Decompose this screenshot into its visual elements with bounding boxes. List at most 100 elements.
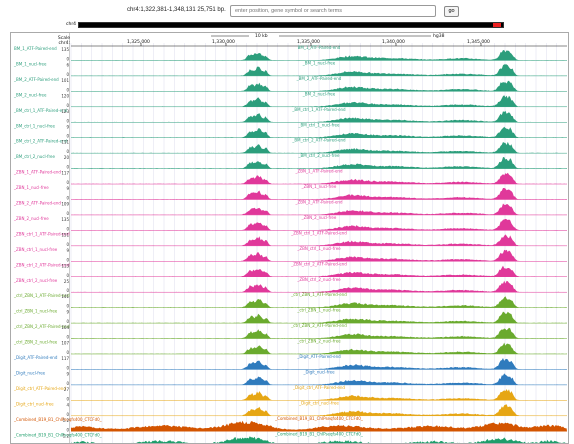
track-1[interactable]: _BM_1_nucl-free _BM_1_nucl-free 6 0	[13, 60, 567, 77]
track-19[interactable]: _ctrl_ZBN_2_nucl-free _ctrl_ZBN_2_nucl-fr…	[13, 339, 567, 355]
track-label: _Combined_B19_B1_ChIPseqfs400_CTCFd0_	[13, 432, 103, 437]
ruler-scale-bar-text: 10 kb	[255, 33, 268, 39]
track-9[interactable]: _ZBN_1_nucl-free _ZBN_1_nucl-free 9 0	[13, 184, 567, 201]
ruler-scale-label: Scale	[58, 35, 70, 41]
track-ymax: 135	[61, 217, 69, 222]
track-label: _ZBN_1_nucl-free	[13, 185, 49, 190]
track-ymax: 9	[66, 371, 69, 376]
track-0[interactable]: BM_1_ATF-Paired-end BM_1_ATF-Paired-end 13…	[14, 45, 567, 61]
track-ymax: 141	[61, 294, 69, 299]
track-label: _Digit_ATF-Paired-end	[13, 355, 58, 360]
track-ymin: 0	[66, 257, 69, 262]
track-ymin: 0	[66, 226, 69, 231]
track-14[interactable]: _ZBN_ctrl_2_ATF-Paired-end _ZBN_ctrl_2_AT…	[13, 261, 567, 278]
ruler-tick-label: 1,325,000	[127, 39, 150, 45]
track-21[interactable]: _Digit_nucl-free _Digit_nucl-free 9 0	[13, 369, 567, 386]
track-label: _ZBN_ctrl_2_nucl-free	[13, 278, 58, 283]
track-18[interactable]: _ctrl_ZBN_2_ATF-Paired-end _ctrl_ZBN_2_AT…	[13, 323, 567, 340]
track-ymin: 0	[66, 288, 69, 293]
track-ymax: 101	[61, 78, 69, 83]
track-8[interactable]: _ZBN_1_ATF-Paired-end _ZBN_1_ATF-Paired-e…	[13, 169, 567, 185]
track-23[interactable]: _Digit_ctrl_nucl-free _Digit_ctrl_nucl-fr…	[13, 400, 567, 417]
track-ymax: 20	[64, 155, 70, 160]
track-label: _BM_1_nucl-free	[13, 61, 47, 66]
track-label: _BM_ctrl_2_ATF-Paired-end	[13, 139, 68, 144]
track-label: _BM_ctrl_1_ATF-Paired-end	[13, 108, 68, 113]
track-center-label: _Digit_nucl-free	[302, 369, 335, 374]
track-label-column	[11, 33, 70, 443]
track-label: _BM_2_nucl-free	[13, 92, 47, 97]
track-center-label: _ctrl_ZBN_2_ATF-Paired-end	[290, 323, 347, 328]
track-label: _ZBN_ctrl_1_ATF-Paired-end	[13, 231, 70, 236]
track-13[interactable]: _ZBN_ctrl_1_nucl-free _ZBN_ctrl_1_nucl-fr…	[13, 246, 567, 262]
track-ymin: 0	[66, 304, 69, 309]
chromosome-ideogram[interactable]: chr4 p16.3p16.1p15.33p15.31p15.2p15.1p14…	[66, 21, 518, 30]
track-label: _ctrl_ZBN_2_ATF-Paired-end	[13, 324, 70, 329]
track-ymax: 6	[66, 62, 69, 67]
track-ymin: 0	[66, 180, 69, 185]
track-15[interactable]: _ZBN_ctrl_2_nucl-free _ZBN_ctrl_2_nucl-fr…	[13, 277, 567, 293]
track-25[interactable]: _Combined_B19_B1_ChIPseqfs400_CTCFd0_ _Co…	[13, 431, 567, 444]
track-center-label: _ZBN_ctrl_2_ATF-Paired-end	[290, 261, 347, 266]
track-5[interactable]: _BM_ctrl_1_nucl-free _BM_ctrl_1_nucl-free…	[13, 122, 567, 139]
track-ymax: 1.2	[63, 433, 70, 438]
track-ymin: 0	[66, 72, 69, 77]
track-label: BM_1_ATF-Paired-end	[14, 46, 57, 51]
track-24[interactable]: _Combined_B19_B1_ChIPseqfs400_CTCFd0_ _Co…	[13, 416, 567, 432]
track-3[interactable]: _BM_2_nucl-free _BM_2_nucl-free 120 0	[13, 91, 567, 108]
track-ymin: 0	[66, 427, 69, 432]
track-ymax: 109	[61, 202, 69, 207]
track-16[interactable]: _ctrl_ZBN_1_ATF-Paired-end _ctrl_ZBN_1_AT…	[13, 292, 567, 309]
track-4[interactable]: _BM_ctrl_1_ATF-Paired-end _BM_ctrl_1_ATF-…	[13, 107, 567, 123]
track-ymin: 0	[66, 211, 69, 216]
track-ymin: 0	[66, 118, 69, 123]
track-label: _ZBN_1_ATF-Paired-end	[13, 170, 61, 175]
track-center-label: _ZBN_ctrl_1_ATF-Paired-end	[290, 230, 347, 235]
track-label: _BM_ctrl_1_nucl-free	[13, 123, 56, 128]
track-ymax: 135	[61, 47, 69, 52]
track-12[interactable]: _ZBN_ctrl_1_ATF-Paired-end _ZBN_ctrl_1_AT…	[13, 230, 567, 247]
track-center-label: _ctrl_ZBN_1_ATF-Paired-end	[290, 292, 347, 297]
ruler-tick-label: 1,330,000	[212, 39, 235, 45]
ruler-tick-label: 1,335,000	[297, 39, 320, 45]
track-label: _ZBN_2_nucl-free	[13, 216, 49, 221]
track-ymin: 0	[66, 396, 69, 401]
track-ymin: 0	[66, 242, 69, 247]
ideogram-chrom-label: chr4	[66, 22, 77, 27]
track-ymax: 4	[66, 402, 69, 407]
track-ymax: 9	[66, 248, 69, 253]
track-ymin: 0	[66, 165, 69, 170]
track-20[interactable]: _Digit_ATF-Paired-end _Digit_ATF-Paired-e…	[13, 354, 567, 370]
ruler-tick-label: 1,345,000	[467, 39, 490, 45]
genome-browser-panel[interactable]: Scale chr4: 10 kb hg38 1,325,000 1,330,000 1,3…	[10, 32, 569, 444]
track-ymin: 0	[66, 350, 69, 355]
track-7[interactable]: _BM_ctrl_2_nucl-free _BM_ctrl_2_nucl-free…	[13, 153, 567, 170]
track-center-label: _ZBN_1_nucl-free	[301, 184, 337, 189]
track-center-label: _BM_2_nucl-free	[302, 91, 336, 96]
track-center-label: _ctrl_ZBN_2_nucl-free	[296, 339, 341, 344]
position-search-input[interactable]	[230, 5, 436, 17]
track-6[interactable]: _BM_ctrl_2_ATF-Paired-end _BM_ctrl_2_ATF-…	[13, 138, 567, 154]
track-label: _Combined_B19_B1_ChIPseqfs400_CTCFd0_	[13, 417, 103, 422]
track-2[interactable]: _BM_2_ATF-Paired-end _BM_2_ATF-Paired-end…	[13, 76, 567, 92]
track-label: _ZBN_ctrl_2_ATF-Paired-end	[13, 262, 70, 267]
track-17[interactable]: _ctrl_ZBN_1_nucl-free _ctrl_ZBN_1_nucl-fr…	[13, 308, 567, 324]
track-ymax: 27	[64, 387, 70, 392]
ideogram-band[interactable]: p16.3p16.1p15.33p15.31p15.2p15.1p14p13p1…	[78, 22, 504, 28]
track-11[interactable]: _ZBN_2_nucl-free _ZBN_2_nucl-free 135 0	[13, 215, 567, 231]
track-ymin: 0	[66, 134, 69, 139]
track-ymin: 0	[66, 319, 69, 324]
track-center-label: _ZBN_ctrl_1_nucl-free	[296, 246, 341, 251]
track-center-label: _BM_2_ATF-Paired-end	[296, 76, 342, 81]
track-label: _ctrl_ZBN_1_nucl-free	[13, 309, 58, 314]
track-center-label: _BM_1_nucl-free	[302, 60, 336, 65]
track-label: _ctrl_ZBN_2_nucl-free	[13, 340, 58, 345]
go-button[interactable]: go	[444, 6, 459, 17]
track-22[interactable]: _Digit_ctrl_ATF-Paired-end _Digit_ctrl_AT…	[13, 385, 567, 401]
track-label: _ctrl_ZBN_1_ATF-Paired-end	[13, 293, 70, 298]
track-center-label: _BM_ctrl_1_ATF-Paired-end	[291, 107, 346, 112]
track-10[interactable]: _ZBN_2_ATF-Paired-end _ZBN_2_ATF-Paired-e…	[13, 200, 567, 216]
track-center-label: _Digit_ctrl_ATF-Paired-end	[292, 385, 345, 390]
track-ymax: 9	[66, 310, 69, 315]
